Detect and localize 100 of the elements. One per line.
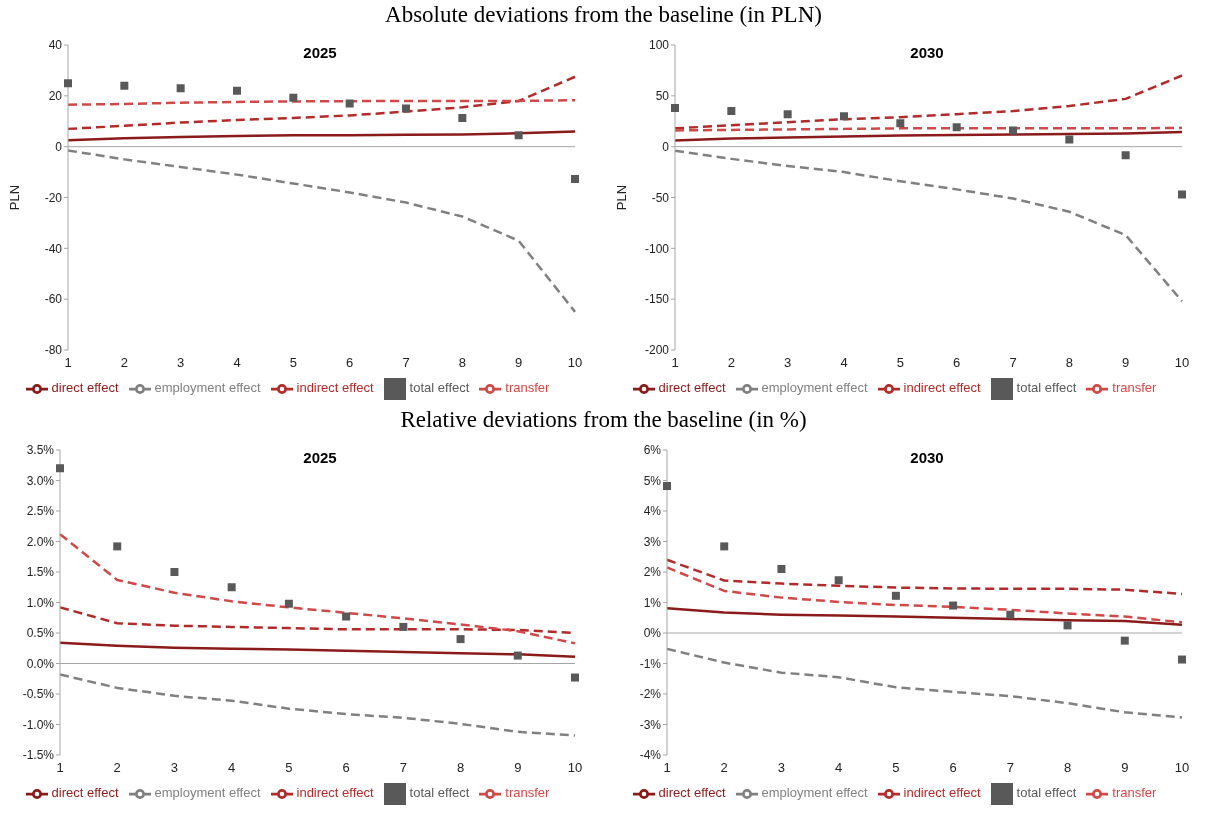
y-axis-title: PLN — [6, 184, 22, 211]
x-tick-label: 2 — [120, 355, 128, 371]
chart-title: 2030 — [910, 44, 944, 61]
y-axis-title: PLN — [613, 184, 629, 211]
x-tick-label: 8 — [1063, 760, 1072, 776]
x-tick-label: 9 — [1122, 355, 1130, 371]
x-tick-label: 8 — [1065, 355, 1073, 371]
legend-label: direct effect — [658, 380, 726, 396]
y-tick-label: -2% — [639, 687, 662, 702]
y-tick-label: -60 — [44, 292, 63, 307]
x-tick-label: 1 — [663, 760, 671, 776]
x-tick-label: 10 — [1174, 760, 1190, 776]
y-tick-label: -1.0% — [22, 717, 55, 732]
legend-label: indirect effect — [903, 785, 981, 801]
x-tick-label: 1 — [671, 355, 679, 371]
y-tick-label: -50 — [651, 190, 670, 205]
y-tick-label: 1.5% — [26, 565, 55, 580]
x-tick-label: 6 — [346, 355, 354, 371]
y-tick-label: 2.0% — [26, 534, 55, 549]
legend-label: total effect — [1016, 380, 1077, 396]
x-tick-label: 3 — [177, 355, 185, 371]
x-tick-label: 5 — [892, 760, 900, 776]
x-tick-label: 6 — [342, 760, 350, 776]
y-tick-label: -1% — [639, 656, 662, 671]
y-tick-label: 6% — [643, 443, 662, 458]
legend-label: direct effect — [658, 785, 726, 801]
y-tick-label: 2% — [643, 565, 662, 580]
legend-label: indirect effect — [296, 380, 374, 396]
x-tick-label: 5 — [289, 355, 297, 371]
legend-label: transfer — [505, 785, 550, 801]
chart-title: 2025 — [302, 449, 338, 466]
y-tick-label: 5% — [643, 473, 662, 488]
x-tick-label: 8 — [456, 760, 465, 776]
y-tick-label: 100 — [648, 38, 670, 53]
y-tick-label: 0 — [55, 139, 63, 154]
y-tick-label: -4% — [639, 748, 662, 763]
x-tick-label: 9 — [514, 760, 522, 776]
y-tick-label: 4% — [643, 504, 662, 519]
x-tick-label: 5 — [896, 355, 904, 371]
y-tick-label: -200 — [644, 343, 670, 358]
y-tick-label: -1.5% — [22, 748, 55, 763]
x-tick-label: 3 — [784, 355, 792, 371]
y-tick-label: 0.5% — [26, 626, 55, 641]
x-tick-label: 7 — [402, 355, 410, 371]
x-tick-label: 6 — [953, 355, 961, 371]
y-tick-label: -3% — [639, 717, 662, 732]
x-tick-label: 4 — [840, 355, 848, 371]
legend-label: indirect effect — [903, 380, 981, 396]
x-tick-label: 6 — [949, 760, 957, 776]
y-tick-label: 1.0% — [26, 595, 55, 610]
y-tick-label: 3% — [643, 534, 662, 549]
legend-label: total effect — [1016, 785, 1077, 801]
x-tick-label: 1 — [56, 760, 64, 776]
x-tick-label: 10 — [567, 760, 583, 776]
y-tick-label: -40 — [44, 241, 63, 256]
x-tick-label: 2 — [727, 355, 735, 371]
x-tick-label: 2 — [113, 760, 121, 776]
legend-label: transfer — [1112, 785, 1157, 801]
chart-title: 2030 — [909, 449, 945, 466]
x-tick-label: 2 — [720, 760, 728, 776]
text: Absolute deviations from the baseline (in PLN) — [384, 2, 823, 28]
x-tick-label: 3 — [777, 760, 786, 776]
legend-label: transfer — [1112, 380, 1157, 396]
y-tick-label: -100 — [644, 241, 670, 256]
chart-title: 2025 — [303, 44, 337, 61]
y-tick-label: 50 — [655, 89, 670, 104]
y-tick-label: 0% — [643, 626, 662, 641]
x-tick-label: 3 — [170, 760, 179, 776]
x-tick-label: 10 — [1174, 355, 1190, 371]
legend-label: total effect — [409, 785, 470, 801]
legend-label: employment effect — [154, 380, 261, 396]
y-tick-label: 3.5% — [26, 443, 55, 458]
y-tick-label: 0 — [662, 139, 670, 154]
legend-label: indirect effect — [296, 785, 374, 801]
x-tick-label: 4 — [233, 355, 241, 371]
x-tick-label: 8 — [458, 355, 466, 371]
x-tick-label: 7 — [1006, 760, 1014, 776]
x-tick-label: 9 — [1121, 760, 1129, 776]
x-tick-label: 10 — [567, 355, 583, 371]
legend-label: direct effect — [51, 380, 119, 396]
x-tick-label: 4 — [835, 760, 843, 776]
x-tick-label: 7 — [399, 760, 407, 776]
text: Relative deviations from the baseline (in %) — [399, 407, 808, 433]
y-tick-label: 0.0% — [26, 656, 55, 671]
y-tick-label: -80 — [44, 343, 63, 358]
legend-label: total effect — [409, 380, 470, 396]
y-tick-label: -20 — [44, 190, 63, 205]
y-tick-label: 1% — [643, 595, 662, 610]
y-tick-label: 20 — [48, 89, 63, 104]
x-tick-label: 5 — [285, 760, 293, 776]
x-tick-label: 9 — [515, 355, 523, 371]
y-tick-label: 2.5% — [26, 504, 55, 519]
legend-label: direct effect — [51, 785, 119, 801]
x-tick-label: 4 — [228, 760, 236, 776]
y-tick-label: -0.5% — [22, 687, 55, 702]
x-tick-label: 7 — [1009, 355, 1017, 371]
legend-label: transfer — [505, 380, 550, 396]
x-tick-label: 1 — [64, 355, 72, 371]
y-tick-label: -150 — [644, 292, 670, 307]
legend-label: employment effect — [761, 785, 868, 801]
